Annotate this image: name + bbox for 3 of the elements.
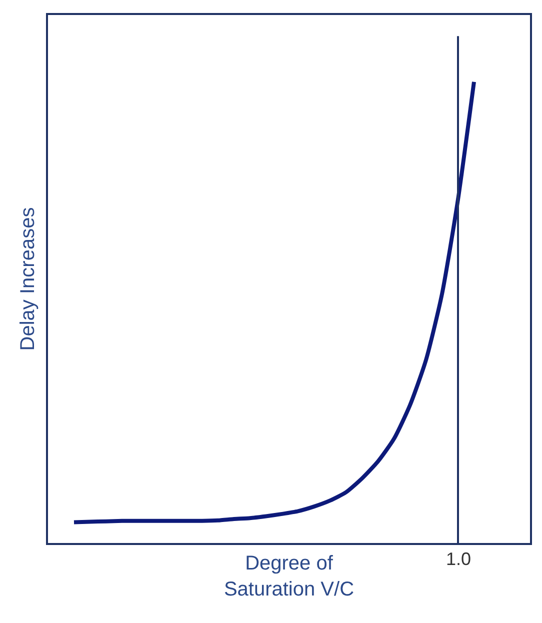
y-axis-title: Delay Increases bbox=[17, 207, 39, 351]
x-axis-title: Degree of Saturation V/C bbox=[224, 552, 354, 601]
text: 1.0 bbox=[446, 549, 472, 569]
